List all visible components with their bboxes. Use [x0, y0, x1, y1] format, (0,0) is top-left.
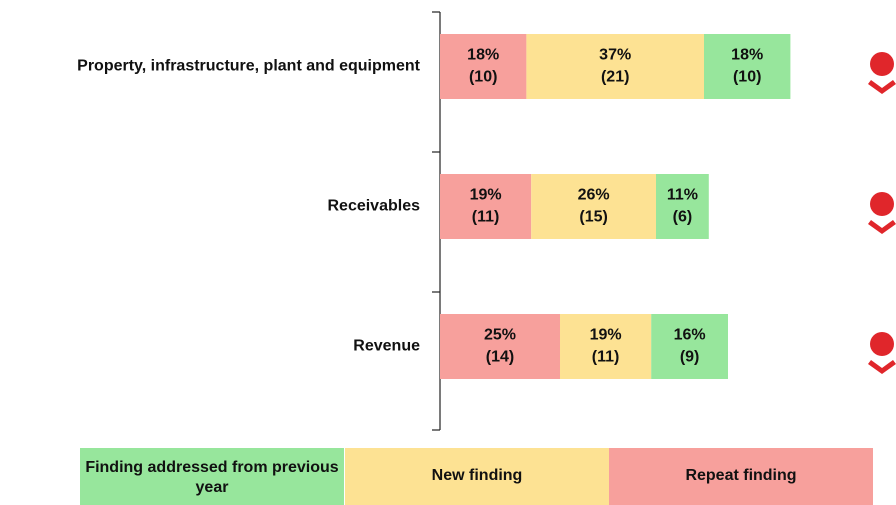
- bar: [656, 174, 709, 239]
- value-label: 19%: [470, 187, 502, 204]
- category-label: Property, infrastructure, plant and equi…: [77, 58, 421, 75]
- value-label: 18%: [731, 47, 763, 64]
- value-label: 11%: [667, 187, 698, 204]
- icon: [868, 52, 896, 94]
- count-label: (10): [469, 69, 497, 86]
- bar: [440, 34, 527, 99]
- icon: [868, 332, 896, 374]
- axis: [432, 11, 441, 431]
- bar: [531, 174, 656, 239]
- bar: [704, 34, 791, 99]
- legend-item: Finding addressed from previous year: [80, 448, 344, 505]
- category-label: Receivables: [327, 198, 420, 215]
- count-label: (6): [673, 209, 693, 226]
- bar: [440, 174, 532, 239]
- legend-item: Repeat finding: [609, 448, 873, 505]
- count-label: (15): [579, 209, 607, 226]
- icon: [868, 192, 896, 234]
- count-label: (14): [486, 349, 514, 366]
- bar: [560, 314, 652, 379]
- value-label: 25%: [484, 327, 516, 344]
- value-label: 16%: [674, 327, 706, 344]
- bar: [651, 314, 728, 379]
- value-label: 26%: [578, 187, 610, 204]
- count-label: (21): [601, 69, 629, 86]
- count-label: (10): [733, 69, 761, 86]
- count-label: (11): [592, 349, 620, 366]
- value-label: 18%: [467, 47, 499, 64]
- bar: [440, 314, 560, 379]
- bar: [526, 34, 704, 99]
- legend-item: New finding: [345, 448, 609, 505]
- legend-label: Repeat finding: [685, 467, 797, 484]
- value-label: 37%: [599, 47, 631, 64]
- icons: [868, 52, 896, 374]
- value-label: 19%: [590, 327, 622, 344]
- category-label: Revenue: [353, 338, 420, 355]
- legend-label: New finding: [431, 467, 523, 484]
- legend-label: Finding addressed from previous year: [85, 459, 339, 496]
- count-label: (9): [680, 349, 700, 366]
- count-label: (11): [472, 209, 500, 226]
